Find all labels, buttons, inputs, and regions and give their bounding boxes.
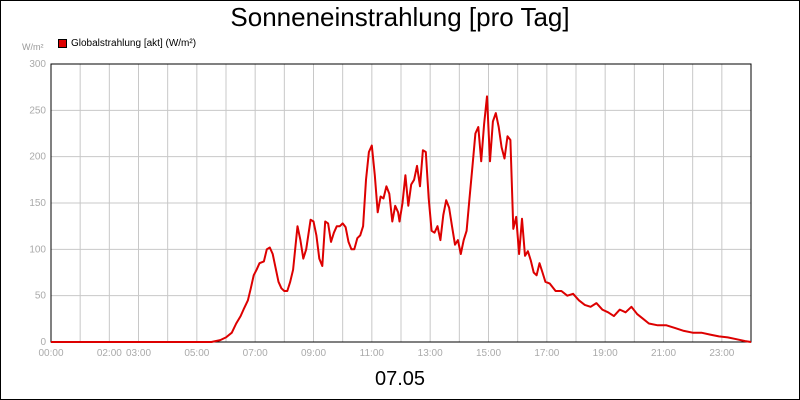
x-tick-label: 23:00 [709, 348, 734, 359]
x-tick-label: 05:00 [184, 348, 209, 359]
x-tick-label: 13:00 [418, 348, 443, 359]
y-axis-unit: W/m² [22, 42, 44, 52]
x-tick-label: 19:00 [593, 348, 618, 359]
x-axis-date-label: 07.05 [374, 368, 426, 390]
x-tick-label: 15:00 [476, 348, 501, 359]
legend-swatch [58, 39, 67, 48]
x-tick-label: 09:00 [301, 348, 326, 359]
y-tick-label: 100 [29, 244, 46, 255]
chart-title: Sonneneinstrahlung [pro Tag] [230, 2, 570, 32]
series-line-globalstrahlung [51, 95, 752, 343]
x-tick-label: 11:00 [360, 348, 385, 359]
legend-label: Globalstrahlung [akt] (W/m²) [71, 38, 197, 49]
y-tick-label: 50 [35, 291, 47, 302]
y-tick-label: 250 [29, 105, 46, 116]
plot-area [50, 63, 752, 343]
x-tick-label: 00:00 [38, 348, 63, 359]
x-tick-label: 02:00 [97, 348, 122, 359]
legend: Globalstrahlung [akt] (W/m²) [58, 38, 196, 49]
y-tick-label: 200 [29, 152, 46, 163]
y-tick-label: 150 [29, 198, 46, 209]
x-tick-label: 17:00 [534, 348, 559, 359]
x-tick-label: 07:00 [243, 348, 268, 359]
y-tick-label: 300 [29, 59, 46, 70]
x-tick-label: 03:00 [126, 348, 151, 359]
x-tick-label: 21:00 [651, 348, 676, 359]
y-tick-label: 0 [40, 337, 46, 348]
